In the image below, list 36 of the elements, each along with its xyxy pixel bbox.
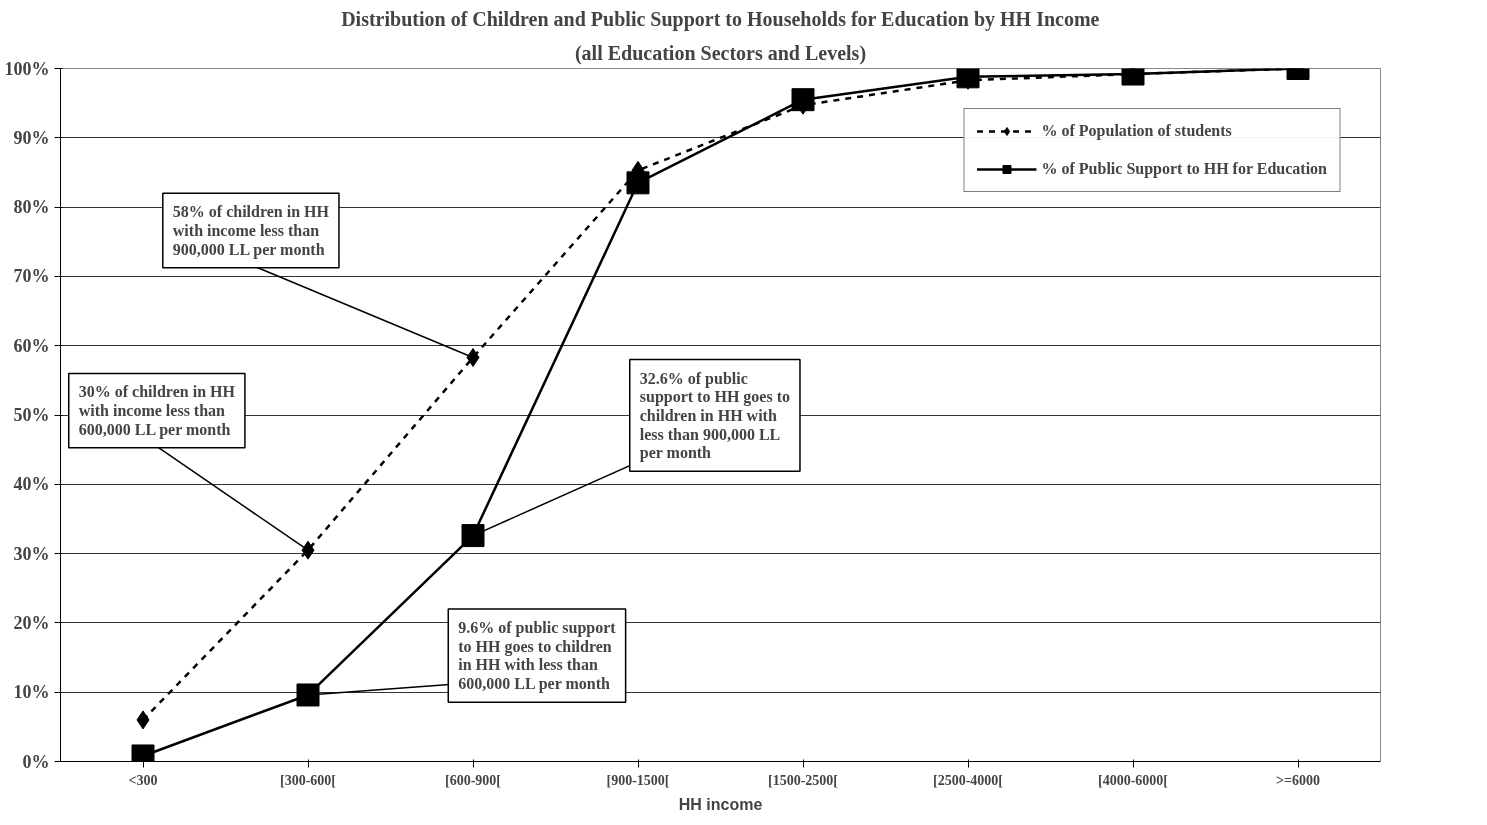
y-tick-label: 70% xyxy=(13,266,50,287)
x-tick-label: [600-900[ xyxy=(445,772,502,788)
y-tick-label: 30% xyxy=(13,543,50,564)
x-tick-label: [300-600[ xyxy=(280,772,337,788)
y-tick-label: 60% xyxy=(13,335,50,356)
point xyxy=(301,540,315,560)
x-axis-title: HH income xyxy=(678,795,763,813)
x-tick-label: [2500-4000[ xyxy=(933,772,1004,788)
x-tick-label: [1500-2500[ xyxy=(768,772,839,788)
point xyxy=(956,68,980,89)
y-tick-label: 50% xyxy=(13,405,50,425)
annotation: 32.6% of public support to HH goes to children in HH with less than 900,000 LL per month xyxy=(639,369,790,463)
legend-label: % of Population of students xyxy=(1041,122,1232,140)
chart-title: Distribution of Children and Public Support to Households for Education by HH Income xyxy=(341,7,1100,31)
y-tick-label: 20% xyxy=(13,612,50,633)
legend-label: % of Public Support to HH for Education xyxy=(1041,160,1327,178)
x-tick-label: [900-1500[ xyxy=(606,772,670,788)
annotation: 9.6% of public support to HH goes to children in HH with less than 600,000 LL per month xyxy=(458,619,617,694)
x-tick-label: [4000-6000[ xyxy=(1098,772,1169,788)
y-tick-label: 80% xyxy=(13,197,50,218)
x-tick-label: <300 xyxy=(128,772,158,788)
y-tick-label: 100% xyxy=(4,58,50,79)
point xyxy=(626,171,650,195)
point xyxy=(791,88,815,112)
chart-subtitle: (all Education Sectors and Levels) xyxy=(574,41,867,65)
point xyxy=(461,524,485,548)
point xyxy=(296,683,320,707)
y-tick-label: 40% xyxy=(13,474,50,495)
x-tick-label: >=6000 xyxy=(1276,772,1320,788)
point xyxy=(466,347,480,367)
y-tick-label: 0% xyxy=(22,751,50,772)
point xyxy=(136,710,150,730)
y-tick-label: 90% xyxy=(13,127,50,148)
annotation: 30% of children in HH with income less than 600,000 LL per month xyxy=(78,383,236,439)
annotation: 58% of children in HH with income less than 900,000 LL per month xyxy=(172,203,330,259)
y-tick-label: 10% xyxy=(13,682,50,703)
